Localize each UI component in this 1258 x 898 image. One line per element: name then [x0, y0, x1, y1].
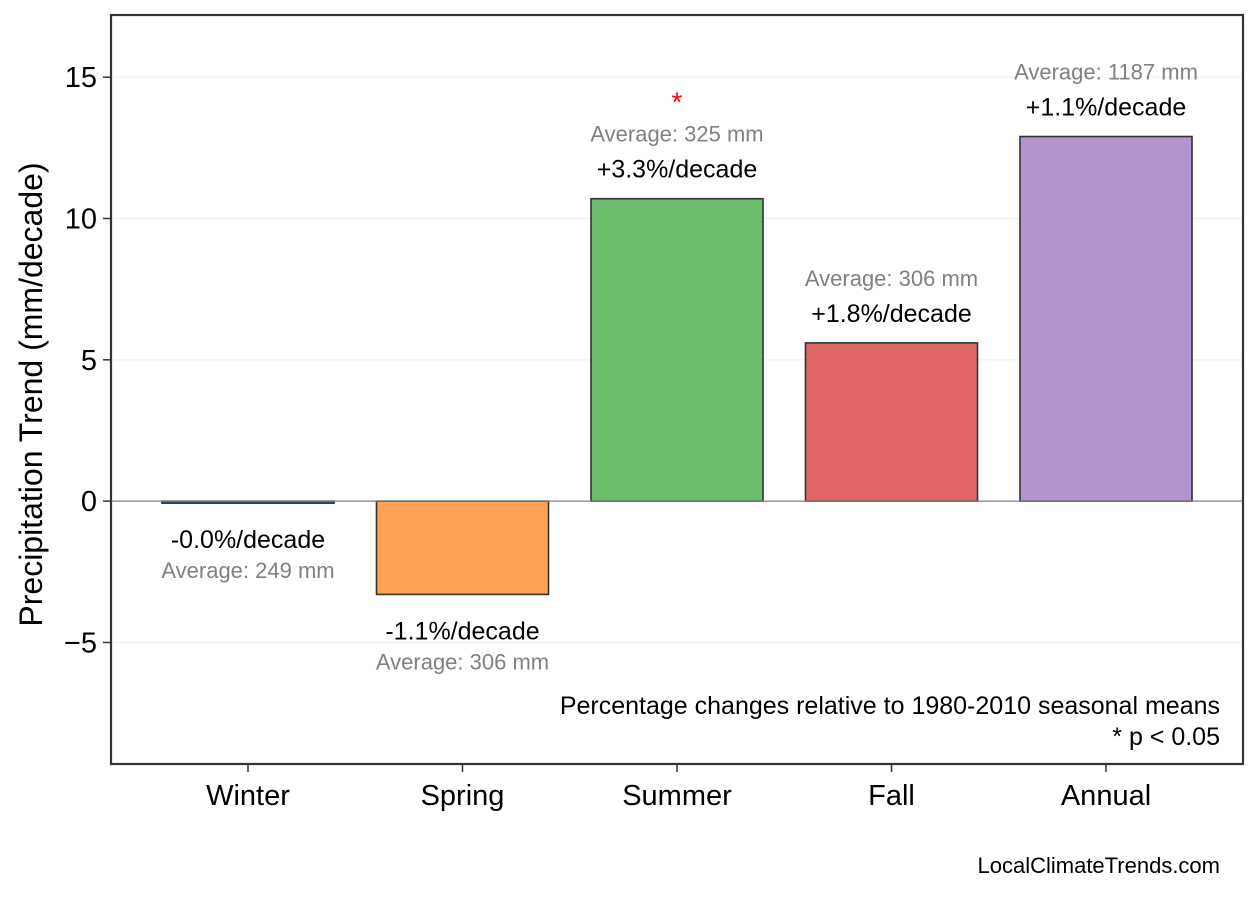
x-tick-label: Spring: [421, 780, 505, 812]
percent-label: -1.1%/decade: [385, 617, 539, 645]
percent-label: +1.8%/decade: [811, 300, 972, 328]
percent-label: +1.1%/decade: [1026, 94, 1187, 122]
bar-annual: [1019, 135, 1193, 502]
average-label: Average: 306 mm: [376, 649, 549, 674]
y-tick-label: 0: [81, 486, 97, 518]
significance-marker: *: [672, 87, 683, 118]
y-tick-label: 10: [65, 204, 97, 236]
bar-summer: [590, 197, 764, 502]
note-line2: * p < 0.05: [1112, 723, 1220, 751]
source-label: LocalClimateTrends.com: [978, 853, 1221, 878]
percent-label: -0.0%/decade: [171, 526, 325, 554]
y-tick-label: 5: [81, 345, 97, 377]
x-tick-label: Summer: [622, 780, 732, 812]
bar-spring: [375, 500, 550, 596]
y-tick-label: 15: [65, 62, 97, 94]
x-tick-label: Winter: [206, 780, 290, 812]
average-label: Average: 306 mm: [805, 266, 978, 291]
x-tick-label: Annual: [1061, 780, 1151, 812]
bar-fall: [804, 342, 979, 502]
x-tick-label: Fall: [868, 780, 915, 812]
average-label: Average: 1187 mm: [1014, 60, 1198, 85]
percent-label: +3.3%/decade: [597, 156, 758, 184]
average-label: Average: 249 mm: [161, 558, 334, 583]
axis-layer: −5 0 5 10 15 Winter Spring Summer Fall Annual: [64, 62, 1151, 812]
y-axis-label: Precipitation Trend (mm/decade): [13, 162, 49, 626]
plot-frame: [109, 13, 1245, 766]
label-layer: -0.0%/decade Average: 249 mm -1.1%/decade A…: [161, 60, 1198, 675]
note-line1: Percentage changes relative to 1980-2010…: [560, 692, 1220, 720]
average-label: Average: 325 mm: [590, 122, 763, 147]
y-tick-label: −5: [64, 627, 97, 659]
